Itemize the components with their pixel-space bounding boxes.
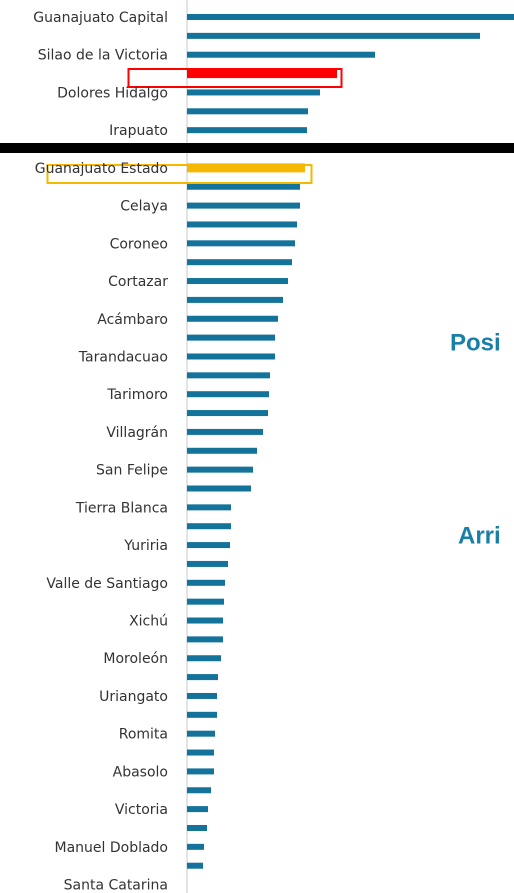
bar — [187, 410, 268, 417]
bar — [187, 14, 514, 20]
bar — [187, 240, 295, 247]
bar — [187, 372, 270, 379]
bar — [187, 32, 480, 39]
y-tick-label: Cortazar — [108, 274, 168, 290]
annotation: Arri — [458, 522, 501, 549]
y-tick-label: Tarimoro — [106, 387, 168, 403]
bar — [187, 391, 269, 398]
bar — [187, 221, 297, 228]
y-tick-label: Guanajuato Estado — [35, 161, 168, 177]
bar — [187, 617, 223, 624]
bar — [187, 579, 225, 586]
bars — [187, 14, 514, 869]
bar — [187, 523, 231, 530]
y-tick-label: San Felipe — [96, 463, 168, 479]
y-tick-label: Guanajuato Capital — [33, 10, 168, 26]
y-tick-label: Santa Catarina — [64, 878, 168, 893]
bar — [187, 711, 217, 718]
y-tick-label: Abasolo — [113, 764, 168, 780]
bar — [187, 560, 228, 567]
y-tick-label: Villagrán — [106, 425, 168, 441]
bar — [187, 674, 218, 681]
bar — [187, 824, 207, 831]
bar — [187, 768, 214, 775]
bar — [187, 542, 230, 549]
bar — [187, 428, 263, 435]
divider — [0, 143, 514, 153]
bar — [187, 296, 283, 303]
bar — [187, 259, 292, 266]
y-tick-label: Dolores Hidalgo — [57, 85, 168, 101]
y-tick-label: Moroleón — [103, 651, 168, 667]
y-tick-label: Tierra Blanca — [75, 500, 168, 516]
bar — [187, 749, 214, 756]
bar — [187, 466, 253, 473]
bar — [187, 692, 217, 699]
bar — [187, 787, 211, 794]
y-tick-label: Coroneo — [110, 236, 168, 252]
bar — [187, 278, 288, 285]
bar — [187, 843, 204, 850]
bar — [187, 730, 215, 737]
y-tick-label: Uriangato — [99, 689, 168, 705]
bar — [187, 163, 305, 173]
y-tick-label: Romita — [119, 727, 168, 743]
y-tick-label: Victoria — [115, 802, 168, 818]
highlight-box — [46, 164, 313, 184]
bar — [187, 202, 300, 209]
y-tick-label: Irapuato — [109, 123, 168, 139]
bar — [187, 315, 278, 322]
bar — [187, 334, 275, 341]
y-tick-label: Tarandacuao — [78, 349, 168, 365]
bar — [187, 51, 375, 58]
bar — [187, 636, 223, 643]
bar — [187, 447, 257, 454]
y-tick-label: Celaya — [120, 199, 168, 215]
bar — [187, 69, 337, 79]
bar — [187, 806, 208, 813]
bar — [187, 108, 308, 115]
bar — [187, 862, 203, 869]
bar — [187, 504, 231, 511]
bar — [187, 655, 221, 662]
y-tick-label: Yuriria — [123, 538, 168, 554]
y-tick-label: Valle de Santiago — [46, 576, 168, 592]
y-tick-label: Manuel Doblado — [54, 840, 168, 856]
bar — [187, 353, 275, 360]
y-tick-label: Silao de la Victoria — [38, 48, 168, 64]
annotation: Posi — [450, 329, 501, 356]
bar — [187, 127, 307, 134]
bar — [187, 89, 320, 96]
y-tick-label: Acámbaro — [97, 312, 168, 328]
highlight-box — [127, 68, 343, 88]
bar — [187, 598, 224, 605]
bar — [187, 485, 251, 492]
bar — [187, 183, 300, 190]
y-tick-label: Xichú — [129, 614, 168, 630]
